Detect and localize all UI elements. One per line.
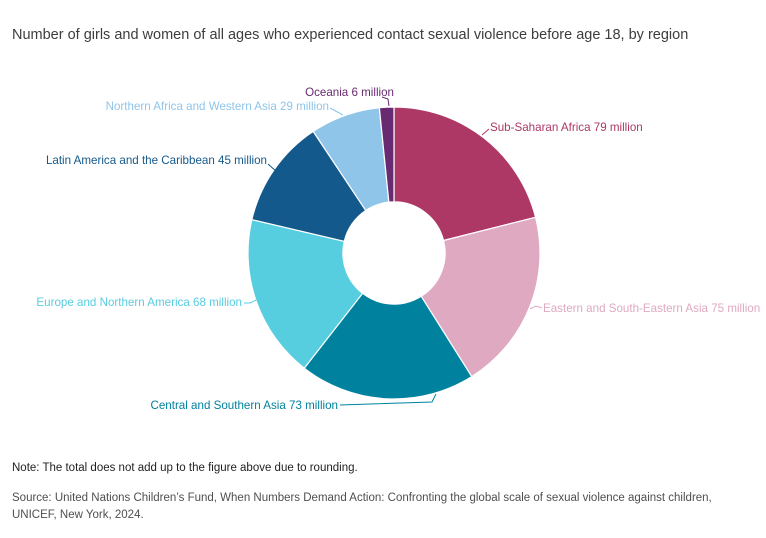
donut-slice-eastern-and-south-eastern-asia[interactable] <box>420 216 541 378</box>
slice-labels: Sub-Saharan Africa 79 million Eastern an… <box>36 86 760 412</box>
slice-label-latin-america-caribbean: Latin America and the Caribbean 45 milli… <box>46 154 267 167</box>
slice-label-eastern-south-eastern-asia: Eastern and South-Eastern Asia 75 millio… <box>543 302 760 315</box>
donut-slice-oceania[interactable] <box>378 106 395 203</box>
slice-label-northern-africa-western-asia: Northern Africa and Western Asia 29 mill… <box>106 100 329 113</box>
slice-label-sub-saharan-africa: Sub-Saharan Africa 79 million <box>490 121 643 134</box>
slice-label-central-southern-asia: Central and Southern Asia 73 million <box>150 399 338 412</box>
leader-europe-northern-america <box>244 299 257 304</box>
leader-central-southern-asia <box>339 393 437 406</box>
note-text: Note: The total does not add up to the f… <box>12 462 358 474</box>
label-leaders <box>244 96 543 406</box>
leader-oceania <box>381 96 390 107</box>
source-line-2: UNICEF, New York, 2024. <box>12 509 144 521</box>
leader-northern-africa-western-asia <box>329 107 344 116</box>
source-text: Source: United Nations Children’s Fund, … <box>12 490 752 524</box>
donut-slices <box>247 106 541 400</box>
slice-label-oceania: Oceania 6 million <box>305 86 394 99</box>
chart-title: Number of girls and women of all ages wh… <box>12 27 689 43</box>
donut-slice-central-and-southern-asia[interactable] <box>303 292 473 400</box>
source-line-1: Source: United Nations Children’s Fund, … <box>12 492 712 504</box>
leader-sub-saharan-africa <box>481 128 490 136</box>
donut-chart: Sub-Saharan Africa 79 million Eastern an… <box>36 86 760 412</box>
leader-eastern-south-eastern-asia <box>529 305 543 310</box>
donut-slice-sub-saharan-africa[interactable] <box>393 106 537 242</box>
donut-slice-europe-and-northern-america[interactable] <box>247 219 364 369</box>
leader-latin-america-caribbean <box>267 163 278 173</box>
slice-label-europe-northern-america: Europe and Northern America 68 million <box>36 296 242 309</box>
